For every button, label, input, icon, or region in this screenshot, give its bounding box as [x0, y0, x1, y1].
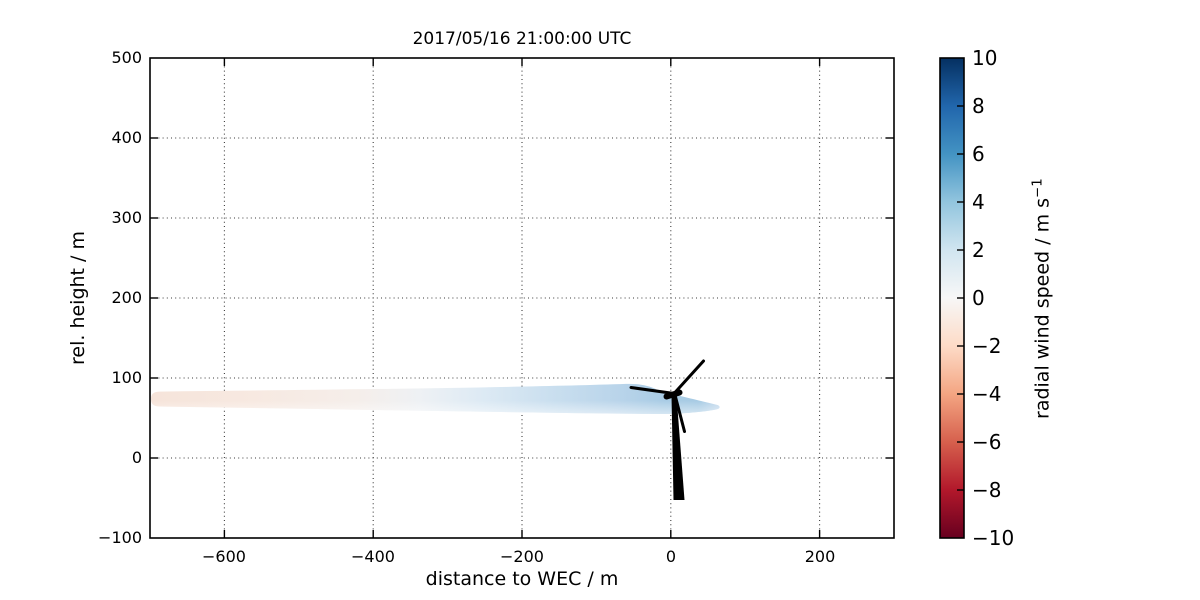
cb-tick-m8: −8 — [972, 478, 1002, 502]
x-tick-label-200: 200 — [804, 547, 836, 566]
x-axis-label: distance to WEC / m — [425, 568, 619, 590]
grid-lines — [150, 58, 894, 538]
y-tick-label-m100: −100 — [98, 528, 142, 547]
cb-tick-0: 0 — [972, 286, 985, 310]
y-tick-label-400: 400 — [111, 128, 142, 147]
colorbar-label-sup: −1 — [1030, 178, 1046, 198]
colorbar-label: radial wind speed / m s−1 — [1030, 99, 1053, 499]
turbine-blade-up — [673, 359, 705, 395]
x-tick-label-0: 0 — [665, 547, 677, 566]
colorbar-ticks — [957, 105, 964, 491]
turbine-blade-down — [673, 393, 686, 433]
y-tick-label-300: 300 — [111, 208, 142, 227]
colorbar — [939, 57, 965, 539]
cb-tick-10: 10 — [972, 46, 998, 70]
wind-turbine — [629, 359, 705, 500]
lidar-scan-wedge — [151, 383, 720, 414]
cb-tick-2: 2 — [972, 238, 985, 262]
cb-tick-m4: −4 — [972, 382, 1002, 406]
plot-title: 2017/05/16 21:00:00 UTC — [412, 29, 632, 49]
y-tick-label-0: 0 — [131, 448, 142, 467]
cb-tick-m10: −10 — [972, 526, 1015, 550]
turbine-nacelle — [663, 389, 683, 400]
x-tick-label-m400: −400 — [351, 547, 395, 566]
y-tick-label-200: 200 — [111, 288, 142, 307]
x-tick-label-m200: −200 — [500, 547, 544, 566]
cb-tick-8: 8 — [972, 94, 985, 118]
cb-tick-6: 6 — [972, 142, 985, 166]
cb-tick-m6: −6 — [972, 430, 1002, 454]
turbine-blade-left — [629, 386, 676, 395]
y-axis-label: rel. height / m — [67, 231, 89, 365]
colorbar-label-text: radial wind speed / m s — [1031, 197, 1054, 419]
cb-tick-4: 4 — [972, 190, 985, 214]
axis-ticks — [150, 58, 894, 538]
cb-tick-m2: −2 — [972, 334, 1002, 358]
x-tick-label-m600: −600 — [202, 547, 246, 566]
y-tick-label-500: 500 — [111, 48, 142, 67]
turbine-tower — [671, 395, 685, 500]
y-tick-label-100: 100 — [111, 368, 142, 387]
